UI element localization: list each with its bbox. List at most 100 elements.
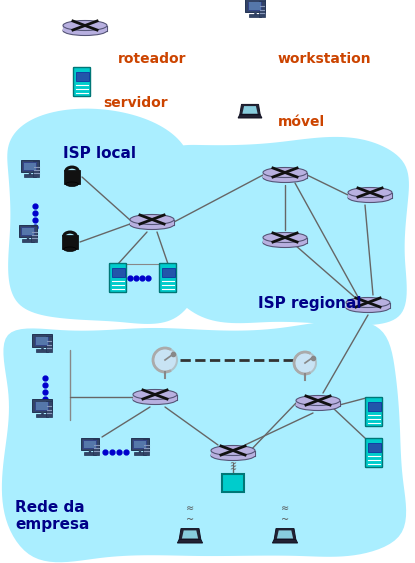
Polygon shape	[131, 437, 149, 450]
Ellipse shape	[133, 395, 177, 404]
Bar	[249, 14, 261, 17]
Bar	[249, 2, 261, 10]
Polygon shape	[272, 539, 298, 543]
Text: Rede da
empresa: Rede da empresa	[15, 500, 89, 533]
Ellipse shape	[63, 20, 107, 30]
Polygon shape	[182, 530, 198, 538]
Polygon shape	[133, 395, 177, 400]
FancyBboxPatch shape	[159, 263, 176, 293]
Bar	[24, 163, 36, 170]
Text: ~: ~	[229, 459, 237, 468]
Polygon shape	[32, 334, 52, 347]
Polygon shape	[277, 530, 293, 538]
Bar	[23, 162, 37, 171]
Bar	[112, 268, 124, 276]
Polygon shape	[2, 320, 406, 562]
Polygon shape	[62, 235, 78, 249]
Bar	[22, 228, 34, 235]
Polygon shape	[346, 302, 390, 307]
Bar	[368, 443, 381, 452]
Bar	[36, 337, 48, 345]
Ellipse shape	[346, 302, 390, 312]
Bar	[33, 162, 39, 177]
Bar	[133, 440, 147, 449]
Ellipse shape	[153, 348, 177, 372]
Text: ≈
~: ≈ ~	[281, 503, 289, 525]
Ellipse shape	[263, 172, 307, 182]
Bar	[84, 452, 96, 455]
Bar	[24, 174, 36, 177]
Text: ~: ~	[229, 462, 237, 471]
Bar	[36, 403, 48, 410]
Bar	[46, 336, 52, 352]
Bar	[93, 439, 99, 455]
Ellipse shape	[133, 390, 177, 400]
Bar	[35, 401, 49, 410]
Bar	[222, 474, 244, 492]
Text: ISP local: ISP local	[63, 146, 136, 161]
Ellipse shape	[130, 220, 174, 230]
Ellipse shape	[296, 400, 340, 410]
FancyBboxPatch shape	[366, 397, 383, 427]
Bar	[36, 414, 48, 417]
FancyBboxPatch shape	[73, 68, 90, 96]
Polygon shape	[274, 529, 296, 539]
Polygon shape	[245, 0, 265, 12]
Ellipse shape	[348, 187, 392, 198]
Text: servidor: servidor	[103, 96, 168, 110]
Bar	[134, 452, 146, 455]
Text: ISP regional: ISP regional	[258, 296, 361, 311]
Polygon shape	[179, 529, 201, 539]
Bar	[248, 2, 262, 11]
Polygon shape	[130, 220, 174, 225]
Text: roteador: roteador	[118, 52, 186, 66]
Polygon shape	[21, 160, 39, 172]
Polygon shape	[263, 172, 307, 177]
Ellipse shape	[263, 238, 307, 248]
Bar	[134, 441, 146, 448]
Polygon shape	[169, 137, 409, 325]
Bar	[46, 401, 52, 417]
Ellipse shape	[346, 297, 390, 307]
Text: móvel: móvel	[278, 115, 325, 129]
Text: ≈
~: ≈ ~	[186, 503, 194, 525]
Bar	[22, 239, 34, 242]
Polygon shape	[32, 399, 52, 412]
Polygon shape	[238, 115, 262, 118]
Polygon shape	[81, 437, 99, 450]
Polygon shape	[64, 170, 80, 184]
Bar	[144, 439, 149, 455]
Text: workstation: workstation	[278, 52, 371, 66]
Polygon shape	[211, 450, 255, 455]
FancyBboxPatch shape	[110, 263, 127, 293]
Polygon shape	[296, 400, 340, 405]
Polygon shape	[242, 106, 258, 114]
Polygon shape	[177, 539, 203, 543]
Ellipse shape	[63, 25, 107, 35]
Polygon shape	[19, 225, 37, 238]
Bar	[76, 72, 88, 81]
Bar	[32, 226, 37, 242]
Bar	[83, 440, 97, 449]
Ellipse shape	[294, 352, 316, 374]
FancyBboxPatch shape	[366, 439, 383, 467]
Bar	[21, 227, 35, 236]
Polygon shape	[63, 25, 107, 30]
Polygon shape	[263, 238, 307, 243]
Ellipse shape	[211, 450, 255, 461]
Bar	[161, 268, 174, 276]
Ellipse shape	[211, 445, 255, 455]
Ellipse shape	[66, 182, 78, 186]
Text: ~: ~	[229, 465, 237, 474]
Bar	[368, 402, 381, 410]
Ellipse shape	[130, 215, 174, 225]
Ellipse shape	[296, 395, 340, 405]
Ellipse shape	[263, 168, 307, 177]
Ellipse shape	[263, 233, 307, 243]
Bar	[259, 1, 265, 17]
Bar	[84, 441, 96, 448]
Bar	[36, 349, 48, 352]
Polygon shape	[348, 193, 392, 198]
Bar	[35, 337, 49, 346]
Ellipse shape	[63, 247, 76, 252]
